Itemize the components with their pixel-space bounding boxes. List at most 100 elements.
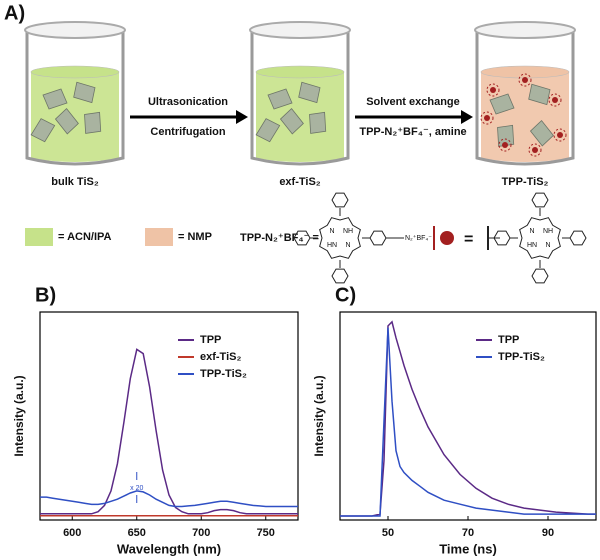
y-axis-label: Intensity (a.u.) bbox=[312, 375, 326, 456]
flake bbox=[298, 81, 321, 104]
molecule-label: TPP-N₂⁺BF₄⁻ = bbox=[240, 232, 319, 244]
atom-label: N bbox=[329, 228, 334, 235]
porphyrin-ring bbox=[528, 143, 542, 157]
series-line bbox=[340, 320, 596, 517]
flake bbox=[528, 83, 551, 106]
phenyl bbox=[331, 268, 349, 284]
porphyrin-icon bbox=[440, 231, 454, 245]
porphyrin-ring bbox=[553, 128, 567, 142]
x-axis-label: Wavelength (nm) bbox=[117, 541, 221, 556]
porphyrin-icon bbox=[502, 142, 508, 148]
series-line bbox=[340, 327, 596, 517]
plot-frame bbox=[339, 311, 597, 521]
flake bbox=[279, 108, 304, 135]
legend-label: = ACN/IPA bbox=[58, 231, 112, 243]
legend-label: TPP-TiS₂ bbox=[200, 368, 247, 380]
flake bbox=[529, 120, 554, 147]
macrocycle bbox=[319, 217, 361, 259]
legend-label: TPP-TiS₂ bbox=[498, 351, 545, 363]
glass bbox=[250, 30, 350, 166]
flake bbox=[489, 93, 515, 115]
liquid bbox=[256, 72, 344, 162]
flake bbox=[267, 88, 293, 110]
atom-label: N bbox=[529, 228, 534, 235]
x-tick-label: 70 bbox=[462, 527, 474, 539]
x-axis-label: Time (ns) bbox=[439, 541, 497, 556]
liquid bbox=[31, 72, 119, 162]
flake bbox=[42, 88, 68, 110]
phenyl bbox=[531, 268, 549, 284]
glass bbox=[25, 30, 125, 166]
annotation: x 20 bbox=[130, 485, 143, 492]
porphyrin-icon bbox=[552, 97, 558, 103]
flake bbox=[309, 111, 327, 134]
scheme-art: N NH HN N N NH HN N bbox=[24, 21, 587, 284]
atom-label: NH bbox=[543, 228, 553, 235]
porphyrin-ring bbox=[498, 138, 512, 152]
phenyl bbox=[569, 230, 587, 246]
atom-label: N bbox=[345, 242, 350, 249]
atom-label: N bbox=[545, 242, 550, 249]
porphyrin-icon bbox=[522, 77, 528, 83]
porphyrin-icon bbox=[484, 115, 490, 121]
y-axis-label: Intensity (a.u.) bbox=[12, 375, 26, 456]
step-label: Solvent exchange bbox=[366, 96, 460, 108]
x-tick-label: 600 bbox=[63, 527, 81, 539]
plot-frame bbox=[39, 311, 299, 521]
x-tick-label: 700 bbox=[192, 527, 210, 539]
arrow-head bbox=[236, 110, 248, 124]
porphyrin-icon bbox=[557, 132, 563, 138]
porphyrin-ring bbox=[480, 111, 494, 125]
atom-label: HN bbox=[327, 242, 337, 249]
rim bbox=[474, 21, 576, 39]
legend-swatch bbox=[25, 228, 53, 246]
legend-label: = NMP bbox=[178, 231, 212, 243]
legend-label: TPP bbox=[200, 334, 221, 346]
legend-swatch bbox=[145, 228, 173, 246]
x-tick-label: 90 bbox=[542, 527, 554, 539]
phenyl bbox=[531, 192, 549, 208]
flake bbox=[73, 81, 96, 104]
rim bbox=[249, 21, 351, 39]
x-tick-label: 650 bbox=[128, 527, 146, 539]
flake bbox=[255, 118, 281, 143]
panel-label: A) bbox=[4, 2, 25, 24]
flake bbox=[30, 118, 56, 143]
legend-label: exf-TiS₂ bbox=[200, 351, 241, 363]
series-line bbox=[40, 490, 298, 508]
legend-label: TPP bbox=[498, 334, 519, 346]
beaker-label: TPP-TiS₂ bbox=[502, 176, 549, 188]
phenyl bbox=[331, 192, 349, 208]
x-tick-label: 750 bbox=[257, 527, 275, 539]
porphyrin-ring bbox=[486, 83, 500, 97]
surface bbox=[480, 65, 570, 79]
beaker-label: bulk TiS₂ bbox=[51, 176, 99, 188]
porphyrin-icon bbox=[490, 87, 496, 93]
arrow-head bbox=[461, 110, 473, 124]
phenyl bbox=[293, 230, 311, 246]
glass bbox=[475, 30, 575, 166]
beaker-label: exf-TiS₂ bbox=[279, 176, 320, 188]
flake bbox=[54, 108, 79, 135]
flake bbox=[84, 111, 102, 134]
rim bbox=[24, 21, 126, 39]
equals: = bbox=[464, 231, 473, 248]
panel-label: B) bbox=[35, 284, 56, 306]
step-label: Centrifugation bbox=[150, 126, 225, 138]
step-label: TPP-N₂⁺BF₄⁻, amine bbox=[359, 126, 466, 138]
porphyrin-ring bbox=[518, 73, 532, 87]
x-tick-label: 50 bbox=[382, 527, 394, 539]
surface bbox=[30, 65, 120, 79]
panel-label: C) bbox=[335, 284, 356, 306]
series-line bbox=[40, 348, 298, 515]
atom-label: NH bbox=[343, 228, 353, 235]
atom-label: HN bbox=[527, 242, 537, 249]
surface bbox=[255, 65, 345, 79]
substituent: N₂⁺BF₄⁻ bbox=[405, 234, 432, 242]
phenyl bbox=[493, 230, 511, 246]
phenyl bbox=[369, 230, 387, 246]
porphyrin-ring bbox=[548, 93, 562, 107]
porphyrin-icon bbox=[532, 147, 538, 153]
macrocycle bbox=[519, 217, 561, 259]
